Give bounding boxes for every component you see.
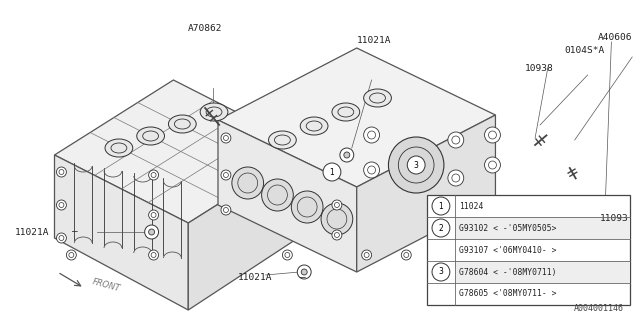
Text: 2: 2 [602, 226, 607, 235]
Ellipse shape [344, 152, 350, 158]
Text: A40606: A40606 [598, 33, 632, 42]
Ellipse shape [56, 167, 67, 177]
Ellipse shape [364, 127, 380, 143]
Ellipse shape [168, 115, 196, 133]
Text: 11093: 11093 [600, 213, 628, 222]
Text: G93102 < -'05MY0505>: G93102 < -'05MY0505> [459, 223, 556, 233]
Ellipse shape [484, 127, 500, 143]
Polygon shape [54, 155, 188, 310]
Ellipse shape [332, 230, 342, 240]
Ellipse shape [362, 250, 372, 260]
Ellipse shape [301, 269, 307, 275]
Bar [455, 261, 630, 283]
Ellipse shape [323, 163, 341, 181]
Ellipse shape [148, 210, 159, 220]
Text: 11021A: 11021A [238, 274, 272, 283]
Ellipse shape [484, 157, 500, 173]
Ellipse shape [448, 170, 464, 186]
Ellipse shape [332, 103, 360, 121]
Ellipse shape [388, 137, 444, 193]
Text: 3: 3 [413, 161, 419, 170]
Ellipse shape [232, 167, 264, 199]
Text: FRONT: FRONT [91, 277, 121, 293]
Ellipse shape [448, 132, 464, 148]
Text: 3: 3 [438, 268, 444, 276]
Bar [427, 195, 630, 305]
Bar [455, 217, 630, 239]
Text: G93107 <'06MY0410- >: G93107 <'06MY0410- > [459, 245, 556, 254]
Polygon shape [54, 80, 307, 223]
Ellipse shape [432, 219, 450, 237]
Ellipse shape [291, 191, 323, 223]
Ellipse shape [262, 179, 293, 211]
Ellipse shape [432, 263, 450, 281]
Ellipse shape [145, 225, 159, 239]
Ellipse shape [221, 133, 231, 143]
Ellipse shape [105, 139, 132, 157]
Ellipse shape [481, 205, 490, 215]
Ellipse shape [364, 89, 392, 107]
Ellipse shape [221, 205, 231, 215]
Ellipse shape [56, 233, 67, 243]
Polygon shape [218, 48, 495, 187]
Text: 11021A: 11021A [15, 228, 49, 236]
Text: 11021A: 11021A [356, 36, 391, 44]
Ellipse shape [407, 156, 425, 174]
Ellipse shape [269, 131, 296, 149]
Ellipse shape [67, 250, 76, 260]
Ellipse shape [137, 127, 164, 145]
Ellipse shape [321, 203, 353, 235]
Text: 1: 1 [330, 167, 334, 177]
Text: 2: 2 [438, 223, 444, 233]
Ellipse shape [401, 250, 412, 260]
Polygon shape [218, 120, 356, 272]
Ellipse shape [364, 162, 380, 178]
Text: 11024: 11024 [459, 202, 483, 211]
Text: A004001146: A004001146 [574, 304, 624, 313]
Ellipse shape [300, 117, 328, 135]
Text: —: — [72, 228, 78, 236]
Polygon shape [188, 148, 307, 310]
Ellipse shape [148, 250, 159, 260]
Ellipse shape [596, 221, 613, 239]
Ellipse shape [441, 230, 451, 240]
Ellipse shape [297, 265, 311, 279]
Text: —: — [300, 274, 306, 283]
Text: 0104S*A: 0104S*A [565, 45, 605, 54]
Ellipse shape [56, 200, 67, 210]
Text: G78605 <'08MY0711- >: G78605 <'08MY0711- > [459, 290, 556, 299]
Ellipse shape [148, 229, 155, 235]
Text: 10938: 10938 [525, 63, 554, 73]
Text: 1: 1 [438, 202, 444, 211]
Text: G78604 < -'08MY0711): G78604 < -'08MY0711) [459, 268, 556, 276]
Text: A70862: A70862 [188, 23, 223, 33]
Ellipse shape [340, 148, 354, 162]
Ellipse shape [332, 200, 342, 210]
Ellipse shape [148, 170, 159, 180]
Ellipse shape [200, 103, 228, 121]
Ellipse shape [282, 250, 292, 260]
Ellipse shape [432, 197, 450, 215]
Ellipse shape [221, 170, 231, 180]
Polygon shape [356, 115, 495, 272]
